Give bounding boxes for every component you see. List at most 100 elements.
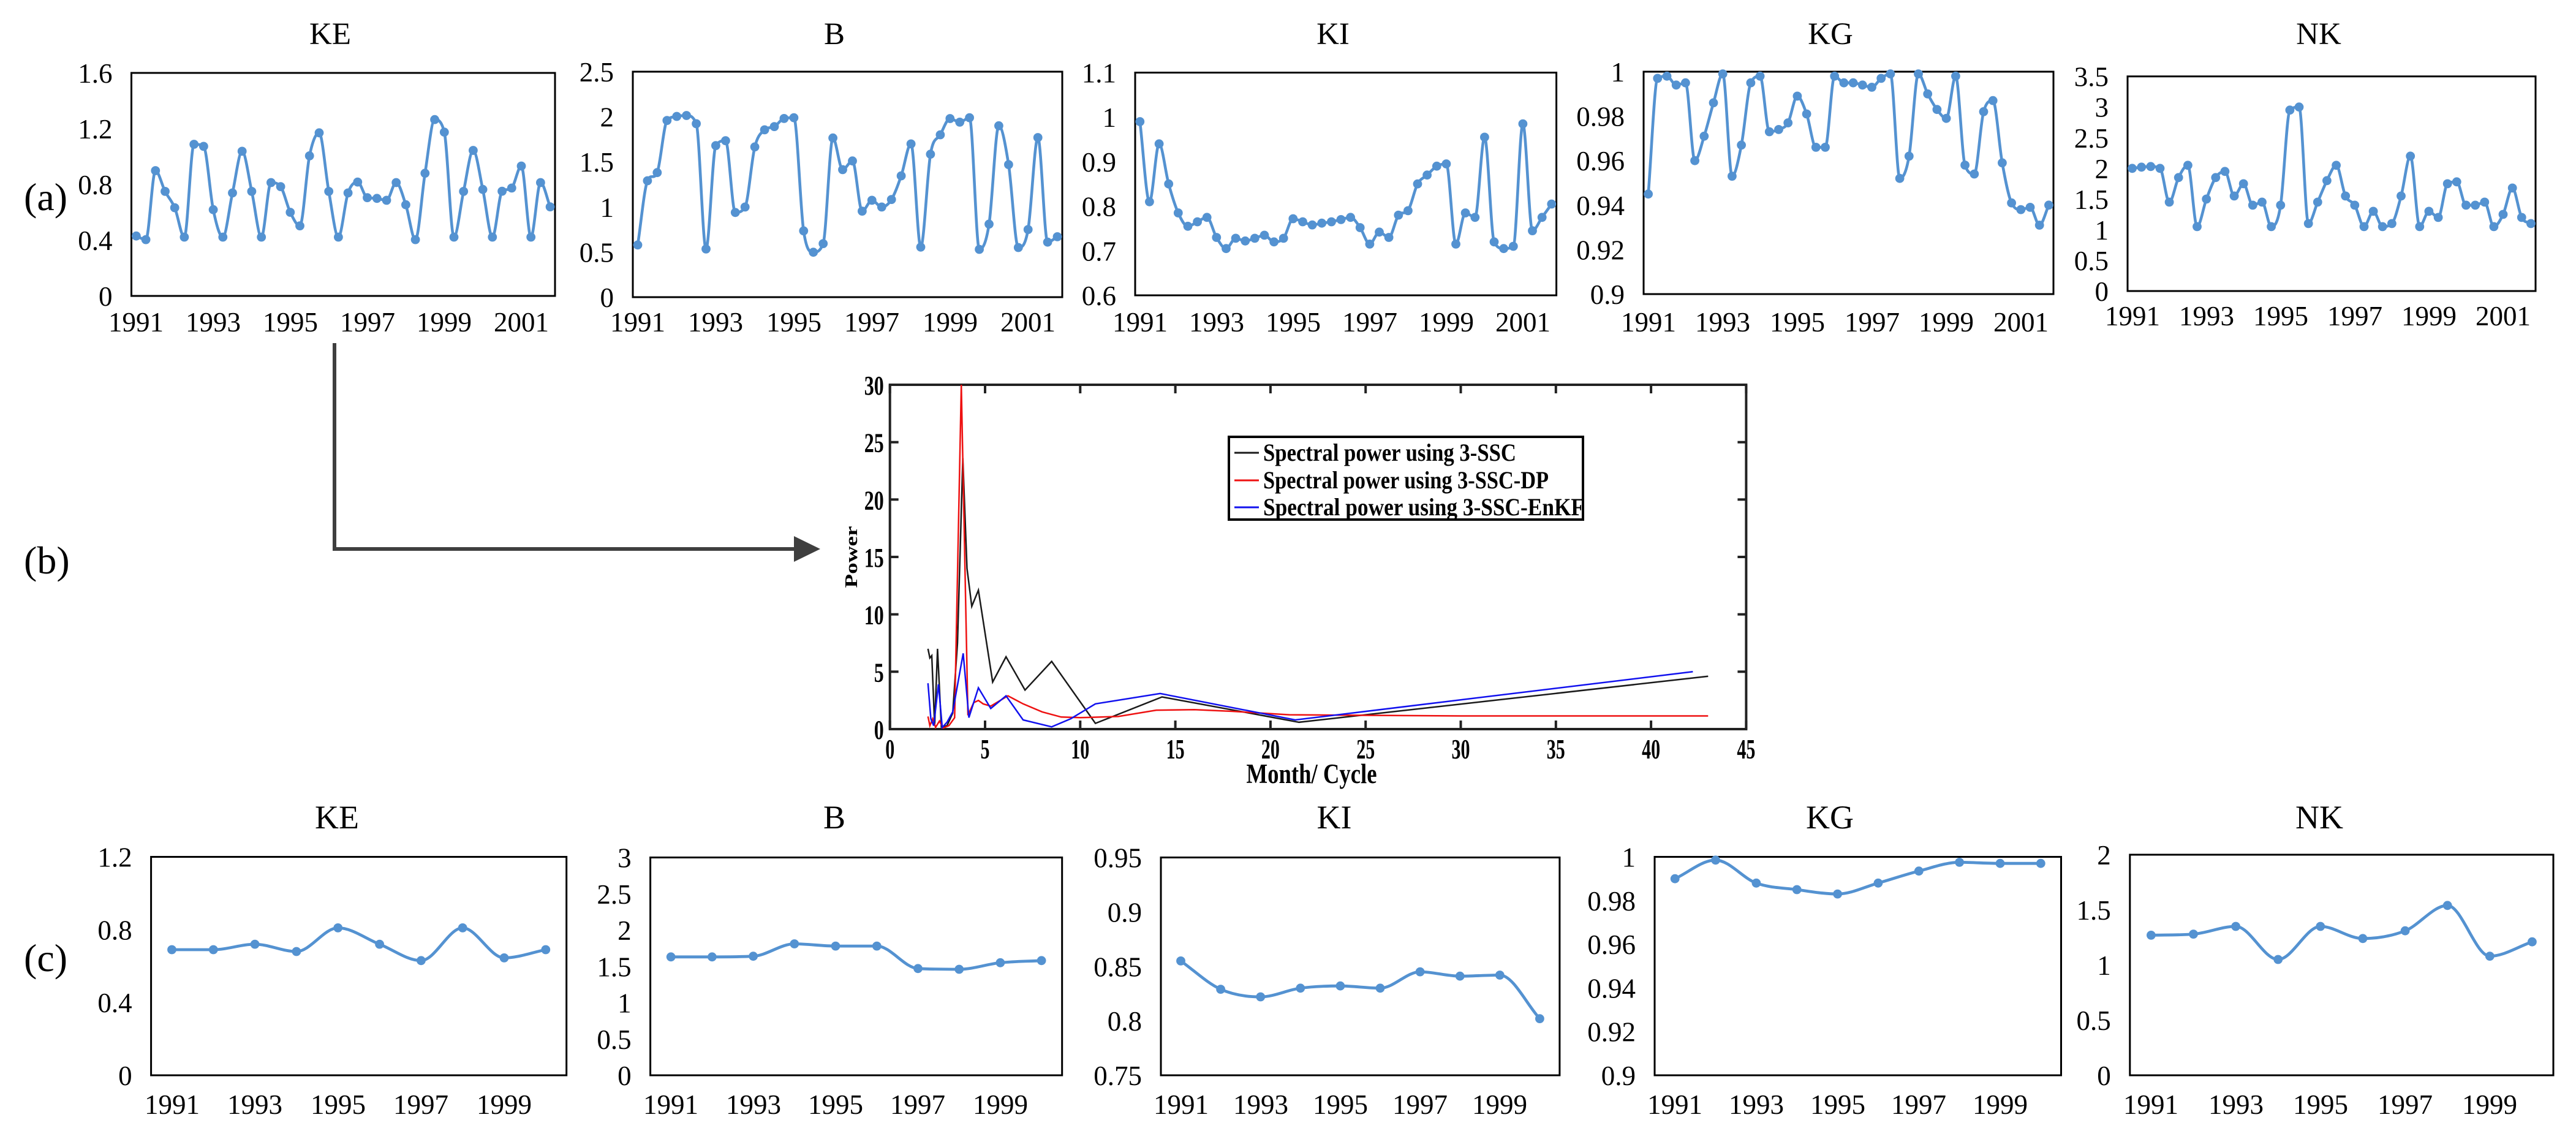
svg-text:15: 15 bbox=[1166, 733, 1185, 765]
svg-text:0: 0 bbox=[118, 1061, 132, 1091]
svg-text:1993: 1993 bbox=[1695, 307, 1750, 338]
svg-text:1.2: 1.2 bbox=[97, 842, 132, 873]
svg-text:0: 0 bbox=[874, 715, 884, 745]
svg-text:0.5: 0.5 bbox=[580, 237, 614, 268]
svg-text:1993: 1993 bbox=[2179, 301, 2234, 331]
svg-text:KI: KI bbox=[1316, 17, 1350, 51]
svg-text:1.5: 1.5 bbox=[597, 952, 631, 982]
svg-text:0: 0 bbox=[600, 282, 614, 313]
svg-text:3: 3 bbox=[2095, 93, 2109, 123]
svg-text:1999: 1999 bbox=[1472, 1089, 1527, 1120]
svg-text:0.98: 0.98 bbox=[1587, 886, 1636, 917]
svg-text:1999: 1999 bbox=[2401, 301, 2457, 331]
svg-text:1995: 1995 bbox=[766, 307, 822, 338]
svg-text:2001: 2001 bbox=[1000, 307, 1056, 338]
svg-text:1999: 1999 bbox=[1973, 1089, 2028, 1120]
svg-text:1997: 1997 bbox=[340, 307, 395, 338]
svg-text:1993: 1993 bbox=[2208, 1089, 2264, 1120]
svg-text:1997: 1997 bbox=[1342, 307, 1397, 338]
svg-text:1991: 1991 bbox=[1154, 1089, 1209, 1120]
svg-text:1995: 1995 bbox=[1810, 1089, 1865, 1120]
svg-text:Spectral power using 3-SSC-DP: Spectral power using 3-SSC-DP bbox=[1263, 466, 1549, 494]
svg-text:1.6: 1.6 bbox=[78, 58, 112, 89]
svg-text:1999: 1999 bbox=[477, 1089, 532, 1120]
svg-text:0: 0 bbox=[2097, 1061, 2111, 1091]
svg-text:1999: 1999 bbox=[1419, 307, 1474, 338]
svg-text:0.9: 0.9 bbox=[1082, 147, 1116, 178]
svg-text:1: 1 bbox=[618, 988, 632, 1019]
svg-text:1.2: 1.2 bbox=[78, 114, 112, 145]
svg-text:1: 1 bbox=[1611, 57, 1625, 88]
svg-text:1991: 1991 bbox=[145, 1089, 200, 1120]
svg-text:(c): (c) bbox=[24, 936, 67, 980]
svg-text:0.4: 0.4 bbox=[97, 988, 132, 1018]
svg-text:1995: 1995 bbox=[1313, 1089, 1368, 1120]
svg-text:0.5: 0.5 bbox=[2077, 1005, 2111, 1036]
svg-text:2.5: 2.5 bbox=[597, 879, 631, 910]
svg-text:0: 0 bbox=[99, 281, 113, 312]
svg-text:35: 35 bbox=[1547, 733, 1565, 765]
svg-text:1995: 1995 bbox=[1266, 307, 1321, 338]
svg-text:2: 2 bbox=[600, 102, 614, 133]
svg-text:1993: 1993 bbox=[688, 307, 743, 338]
svg-text:(b): (b) bbox=[24, 539, 70, 582]
svg-text:0.5: 0.5 bbox=[2074, 246, 2109, 276]
svg-text:1995: 1995 bbox=[311, 1089, 366, 1120]
svg-text:1999: 1999 bbox=[2462, 1089, 2517, 1120]
svg-text:2: 2 bbox=[618, 915, 632, 946]
svg-text:2001: 2001 bbox=[494, 307, 549, 338]
svg-text:0.8: 0.8 bbox=[97, 915, 132, 945]
svg-text:0.8: 0.8 bbox=[1082, 192, 1116, 222]
svg-text:1991: 1991 bbox=[2105, 301, 2160, 331]
svg-text:1: 1 bbox=[2095, 215, 2109, 246]
svg-text:0.94: 0.94 bbox=[1587, 973, 1636, 1004]
svg-text:1.1: 1.1 bbox=[1082, 58, 1116, 89]
svg-text:45: 45 bbox=[1737, 733, 1755, 765]
svg-text:1991: 1991 bbox=[1112, 307, 1168, 338]
svg-text:3: 3 bbox=[618, 843, 632, 874]
svg-text:Month/ Cycle: Month/ Cycle bbox=[1247, 759, 1377, 789]
svg-text:5: 5 bbox=[981, 733, 990, 765]
svg-text:0.9: 0.9 bbox=[1590, 279, 1625, 310]
svg-text:0.8: 0.8 bbox=[78, 170, 112, 200]
svg-text:0.4: 0.4 bbox=[78, 225, 112, 256]
svg-text:1991: 1991 bbox=[1621, 307, 1676, 338]
svg-text:0.7: 0.7 bbox=[1082, 236, 1116, 267]
svg-text:0.8: 0.8 bbox=[1108, 1006, 1142, 1037]
svg-text:15: 15 bbox=[864, 543, 884, 573]
svg-text:20: 20 bbox=[864, 485, 884, 515]
svg-text:1997: 1997 bbox=[2378, 1089, 2433, 1120]
svg-text:0: 0 bbox=[2095, 276, 2109, 307]
svg-text:25: 25 bbox=[864, 428, 884, 458]
svg-text:1991: 1991 bbox=[1647, 1089, 1702, 1120]
svg-text:0.5: 0.5 bbox=[597, 1024, 631, 1055]
svg-text:2.5: 2.5 bbox=[580, 57, 614, 88]
svg-text:Power: Power bbox=[841, 526, 861, 588]
svg-text:(a): (a) bbox=[24, 175, 67, 219]
svg-text:1993: 1993 bbox=[1729, 1089, 1784, 1120]
svg-text:1991: 1991 bbox=[610, 307, 665, 338]
svg-text:1.5: 1.5 bbox=[580, 147, 614, 178]
svg-text:40: 40 bbox=[1642, 733, 1660, 765]
svg-text:KG: KG bbox=[1808, 17, 1853, 51]
svg-text:1997: 1997 bbox=[844, 307, 899, 338]
svg-text:B: B bbox=[823, 799, 845, 836]
svg-text:2.5: 2.5 bbox=[2074, 123, 2109, 154]
svg-text:2: 2 bbox=[2097, 840, 2111, 871]
svg-text:1.5: 1.5 bbox=[2074, 184, 2109, 215]
svg-text:0.85: 0.85 bbox=[1093, 952, 1142, 982]
svg-text:2: 2 bbox=[2095, 154, 2109, 184]
svg-text:0.92: 0.92 bbox=[1576, 235, 1625, 265]
svg-text:1991: 1991 bbox=[108, 307, 164, 338]
svg-text:1997: 1997 bbox=[1845, 307, 1900, 338]
svg-text:1.5: 1.5 bbox=[2077, 895, 2111, 926]
svg-text:1999: 1999 bbox=[1919, 307, 1974, 338]
svg-text:30: 30 bbox=[1452, 733, 1470, 765]
svg-text:1999: 1999 bbox=[923, 307, 978, 338]
svg-text:B: B bbox=[824, 17, 845, 51]
svg-text:0: 0 bbox=[618, 1061, 632, 1091]
svg-text:0.98: 0.98 bbox=[1576, 102, 1625, 132]
svg-text:1: 1 bbox=[1103, 102, 1117, 133]
svg-text:Spectral power using 3-SSC-EnK: Spectral power using 3-SSC-EnKF bbox=[1263, 493, 1584, 521]
svg-text:1: 1 bbox=[2097, 950, 2111, 981]
